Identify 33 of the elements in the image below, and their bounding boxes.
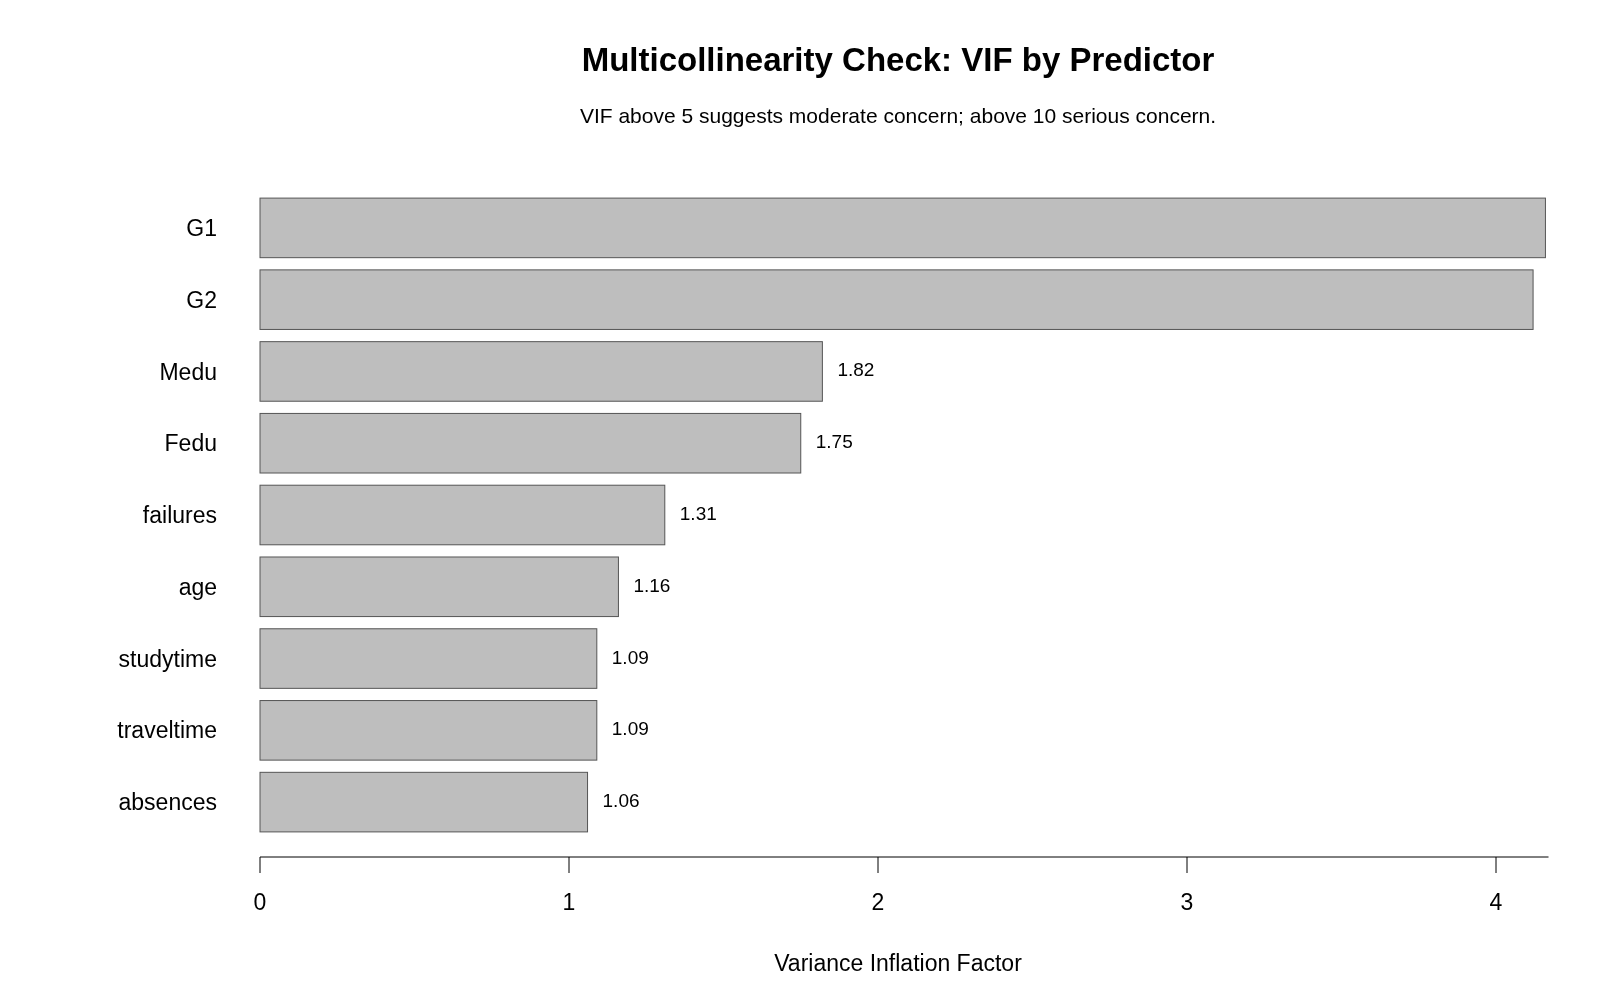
y-tick-label: failures: [142, 502, 217, 529]
bar: [259, 700, 598, 761]
bar: [259, 556, 619, 618]
bar: [259, 412, 802, 474]
data-label: 1.82: [837, 359, 875, 381]
y-tick-label: Medu: [159, 358, 217, 385]
data-label: 1.06: [602, 790, 640, 812]
chart-title: Multicollinearity Check: VIF by Predictor: [581, 41, 1215, 78]
data-label: 1.75: [815, 431, 853, 453]
bar: [259, 197, 1546, 259]
x-axis-title: Variance Inflation Factor: [774, 950, 1023, 976]
bar: [259, 269, 1534, 330]
y-tick-label: G1: [186, 214, 217, 241]
x-tick-label: 1: [562, 889, 576, 915]
data-label: 1.16: [633, 574, 671, 596]
y-tick-label: traveltime: [117, 717, 217, 744]
data-label: 1.09: [611, 646, 649, 668]
x-tick-label: 2: [871, 889, 885, 915]
y-tick-label: Fedu: [164, 430, 217, 457]
x-tick-label: 4: [1489, 889, 1503, 915]
bar: [259, 484, 666, 546]
y-tick-label: age: [178, 573, 217, 600]
x-tick-label: 3: [1180, 889, 1194, 915]
bar: [259, 341, 823, 402]
y-tick-label: absences: [118, 789, 217, 816]
bar: [259, 771, 589, 833]
y-tick-label: studytime: [118, 645, 217, 672]
chart-subtitle: VIF above 5 suggests moderate concern; above 10 serious concern.: [579, 104, 1217, 127]
bar: [259, 628, 598, 689]
data-label: 1.31: [679, 503, 717, 525]
data-label: 1.09: [611, 718, 649, 740]
x-tick-label: 0: [253, 889, 267, 915]
y-tick-label: G2: [186, 286, 217, 313]
